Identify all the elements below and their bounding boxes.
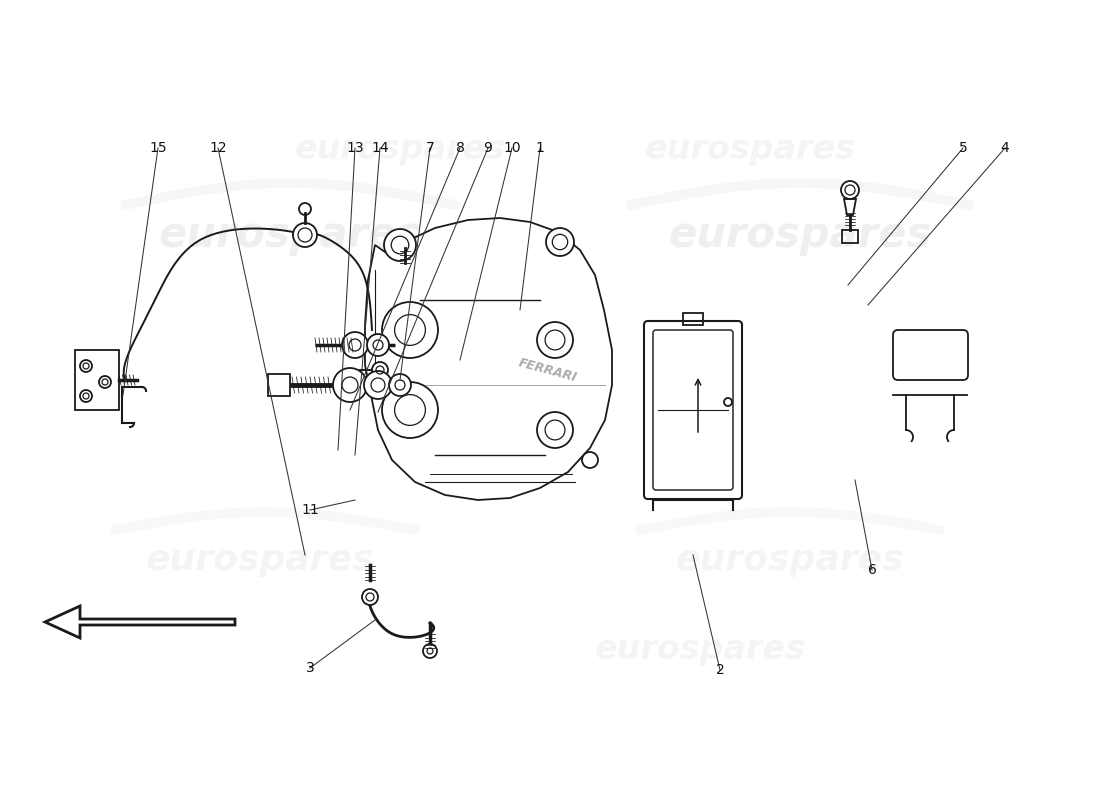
Circle shape: [372, 362, 388, 378]
Circle shape: [80, 360, 92, 372]
Circle shape: [342, 332, 369, 358]
Circle shape: [293, 223, 317, 247]
Text: eurospares: eurospares: [675, 543, 904, 577]
Bar: [268, 374, 290, 396]
Text: eurospares: eurospares: [158, 214, 421, 256]
Text: eurospares: eurospares: [145, 543, 374, 577]
Text: 3: 3: [306, 661, 315, 675]
Text: 15: 15: [150, 141, 167, 155]
Text: 10: 10: [503, 141, 520, 155]
Circle shape: [333, 368, 367, 402]
Text: 4: 4: [1001, 141, 1010, 155]
Circle shape: [382, 382, 438, 438]
Text: 11: 11: [301, 503, 319, 517]
Circle shape: [582, 452, 598, 468]
Bar: [75, 350, 119, 410]
Circle shape: [362, 589, 378, 605]
Text: eurospares: eurospares: [669, 214, 932, 256]
Circle shape: [364, 371, 392, 399]
Text: 9: 9: [484, 141, 493, 155]
Text: 2: 2: [716, 663, 725, 677]
Circle shape: [389, 374, 411, 396]
Circle shape: [367, 334, 389, 356]
Circle shape: [724, 398, 732, 406]
Text: 6: 6: [868, 563, 877, 577]
Text: 7: 7: [426, 141, 434, 155]
Polygon shape: [45, 606, 235, 638]
Text: eurospares: eurospares: [594, 634, 805, 666]
Circle shape: [842, 181, 859, 199]
Text: 12: 12: [209, 141, 227, 155]
Text: FERRARI: FERRARI: [517, 356, 579, 384]
Circle shape: [546, 228, 574, 256]
Circle shape: [80, 390, 92, 402]
Text: 1: 1: [536, 141, 544, 155]
Circle shape: [99, 376, 111, 388]
Text: eurospares: eurospares: [645, 134, 856, 166]
Text: eurospares: eurospares: [295, 134, 506, 166]
Text: 8: 8: [455, 141, 464, 155]
Circle shape: [299, 203, 311, 215]
Circle shape: [537, 322, 573, 358]
Text: 13: 13: [346, 141, 364, 155]
Circle shape: [384, 229, 416, 261]
Circle shape: [537, 412, 573, 448]
Bar: [842, 230, 858, 243]
Text: 14: 14: [371, 141, 388, 155]
Text: 5: 5: [958, 141, 967, 155]
Circle shape: [424, 644, 437, 658]
Bar: [683, 313, 703, 325]
Circle shape: [382, 302, 438, 358]
